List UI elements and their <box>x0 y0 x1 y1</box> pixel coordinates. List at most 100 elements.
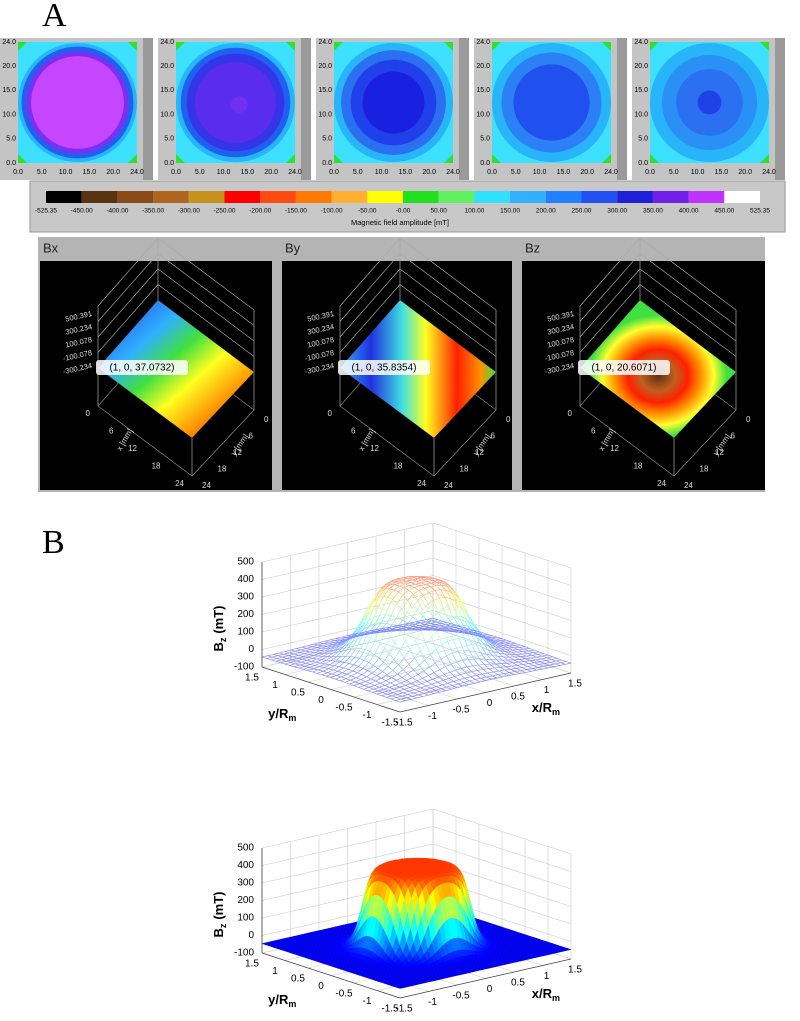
mesh-line <box>432 637 437 649</box>
mesh-line <box>360 658 365 660</box>
y-tick-label: 10.0 <box>476 111 490 118</box>
heatmap-panel: 0.05.010.015.020.024.00.05.010.015.020.0… <box>0 38 153 180</box>
z-tick-label: -100 <box>234 948 254 959</box>
mesh-line <box>348 665 354 670</box>
mesh-line <box>459 678 465 680</box>
mesh-line <box>285 663 291 665</box>
grid-line <box>331 651 502 690</box>
mesh-line <box>315 653 320 654</box>
mesh-line <box>485 659 490 664</box>
x-tick-label: 1 <box>544 685 550 696</box>
mesh-line <box>377 694 382 696</box>
mesh-line <box>353 666 359 671</box>
mesh-line <box>412 675 418 678</box>
mesh-line <box>388 689 394 691</box>
mesh-line <box>364 660 369 662</box>
mesh-line <box>363 687 369 689</box>
x-tick-label: 1 <box>544 971 550 982</box>
mesh-line <box>319 667 324 668</box>
mesh-line <box>293 655 299 657</box>
mesh-line <box>426 684 432 686</box>
cursor-label: (1, 0, 35.8354) <box>351 363 416 374</box>
colorbar-label: -0.00 <box>396 208 411 215</box>
mesh-line <box>310 664 315 665</box>
colorbar-label: 300.00 <box>607 208 627 215</box>
x-tick-label: 6 <box>591 427 596 436</box>
x-tick-label: 15.0 <box>241 169 255 176</box>
mesh-line <box>454 680 460 682</box>
mesh-line <box>262 656 268 657</box>
mesh-line <box>422 619 428 620</box>
mesh-line <box>296 649 301 650</box>
mesh-line <box>395 699 401 700</box>
mesh-line <box>479 665 484 670</box>
label-subscript: m <box>552 707 560 717</box>
x-tick-label: 6 <box>109 427 114 436</box>
mesh-line <box>399 689 405 691</box>
mesh-line <box>498 674 504 675</box>
mesh-line <box>451 662 457 664</box>
y-tick-label: 24 <box>444 481 453 490</box>
mesh-line <box>386 681 391 683</box>
mesh-line <box>344 668 349 669</box>
mesh-line <box>421 631 426 643</box>
mesh-line <box>453 616 458 617</box>
mesh-line <box>418 675 423 679</box>
x-tick-label: -1 <box>428 711 437 722</box>
mesh-line <box>461 667 467 669</box>
mesh-line <box>515 646 520 648</box>
mesh-line <box>381 615 386 624</box>
mesh-line <box>416 684 422 686</box>
mesh-line <box>500 667 505 670</box>
mesh-line <box>276 661 281 662</box>
y-tick-label: 5.0 <box>480 136 490 143</box>
mesh-line <box>312 656 318 658</box>
y-tick-label: 5.0 <box>638 136 648 143</box>
mesh-line <box>328 642 334 644</box>
mesh-line <box>329 666 335 669</box>
mesh-line <box>404 658 409 665</box>
mesh-line <box>325 661 331 664</box>
y-tick-label: 5.0 <box>164 136 174 143</box>
mesh-line <box>279 652 285 654</box>
mesh-line <box>369 663 374 666</box>
view-title: By <box>285 240 301 255</box>
x-tick-label: -0.5 <box>452 705 470 716</box>
colorbar-label: 100.00 <box>464 208 484 215</box>
mesh-line <box>540 661 546 662</box>
mesh-line <box>521 656 527 657</box>
mesh-line <box>308 646 313 647</box>
mesh-line <box>341 677 346 679</box>
mesh-line <box>374 689 379 691</box>
mesh-line <box>410 688 415 690</box>
label-symbol: x/R <box>532 700 553 715</box>
mesh-line <box>497 637 502 639</box>
mesh-line <box>456 668 462 670</box>
mesh-line <box>359 686 365 688</box>
mesh-line <box>313 643 319 645</box>
mesh-line <box>358 660 364 666</box>
mesh-line <box>525 647 530 649</box>
mesh-line <box>390 603 396 605</box>
mesh-line <box>419 692 424 694</box>
mesh-line <box>344 663 350 668</box>
x-tick-label: 12 <box>128 444 137 453</box>
x-tick-label: 24.0 <box>446 169 460 176</box>
mesh-line <box>321 646 327 648</box>
mesh-line <box>383 666 389 671</box>
mesh-line <box>413 665 419 670</box>
mesh-line <box>431 649 437 654</box>
mesh-line <box>415 690 420 692</box>
mesh-line <box>308 657 313 658</box>
y-tick-label: 24.0 <box>476 39 490 46</box>
mesh-line <box>550 662 555 664</box>
mesh-line <box>527 653 533 654</box>
mesh-line <box>484 633 489 634</box>
mesh-line <box>335 661 340 662</box>
mesh-line <box>315 651 321 653</box>
mesh-line <box>514 674 520 675</box>
y-tick-label: 0.0 <box>164 160 174 167</box>
mesh-line <box>271 659 277 661</box>
mesh-line <box>428 676 433 680</box>
mesh-line <box>362 637 367 638</box>
